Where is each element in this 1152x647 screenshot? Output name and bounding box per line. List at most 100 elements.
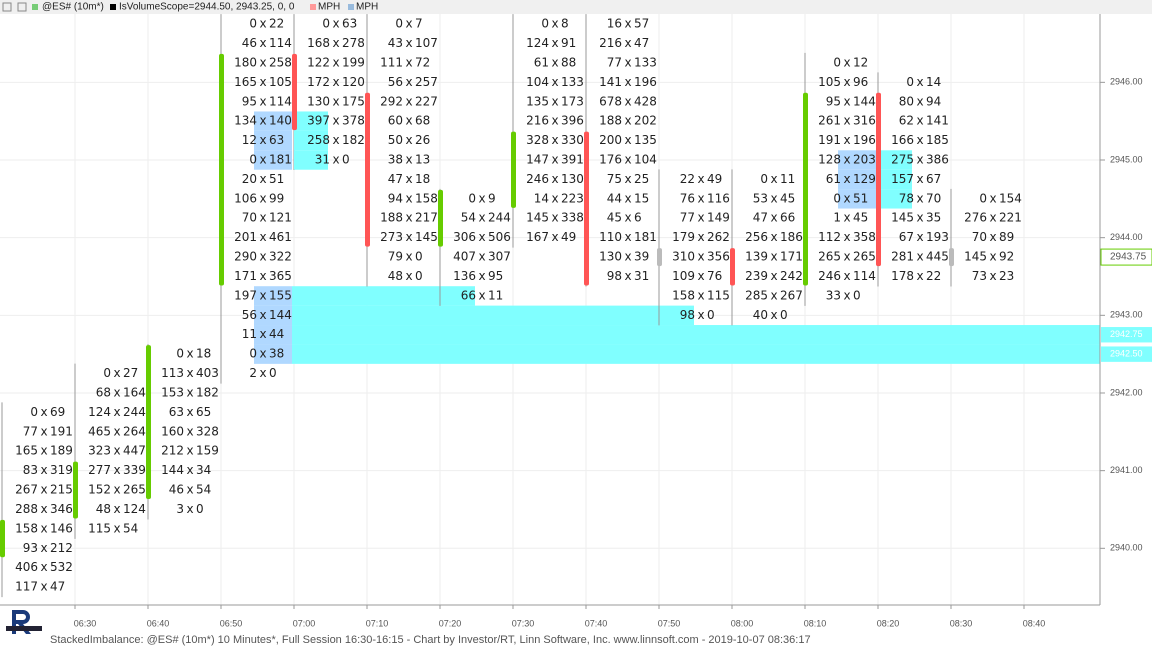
ask-volume: 13 (415, 153, 430, 167)
ask-volume: 212 (50, 541, 73, 555)
ask-volume: 70 (926, 191, 941, 205)
bid-volume: 94 (388, 191, 403, 205)
bid-volume: 124 (88, 405, 111, 419)
ask-volume: 51 (853, 191, 868, 205)
separator: x (332, 36, 339, 50)
bid-volume: 67 (899, 230, 914, 244)
ask-volume: 319 (50, 463, 73, 477)
separator: x (259, 308, 266, 322)
bid-volume: 166 (891, 133, 914, 147)
ask-volume: 175 (342, 94, 365, 108)
ask-volume: 124 (123, 502, 146, 516)
ask-volume: 199 (342, 55, 365, 69)
separator: x (259, 288, 266, 302)
ask-volume: 91 (561, 36, 576, 50)
y-tick-label: 2946.00 (1110, 77, 1143, 87)
ask-volume: 26 (415, 133, 430, 147)
separator: x (478, 211, 485, 225)
ask-volume: 391 (561, 153, 584, 167)
bid-volume: 288 (15, 502, 38, 516)
separator: x (40, 405, 47, 419)
bid-volume: 80 (899, 94, 914, 108)
separator: x (405, 17, 412, 31)
header-icon (17, 2, 27, 12)
bid-volume: 66 (461, 288, 476, 302)
bid-volume: 0 (979, 191, 987, 205)
ask-volume: 120 (342, 75, 365, 89)
ask-volume: 0 (780, 308, 788, 322)
bid-volume: 292 (380, 94, 403, 108)
separator: x (478, 230, 485, 244)
bid-volume: 0 (833, 191, 841, 205)
separator: x (551, 55, 558, 69)
ask-volume: 145 (415, 230, 438, 244)
ask-volume: 45 (780, 191, 795, 205)
ask-volume: 181 (269, 153, 292, 167)
separator: x (697, 230, 704, 244)
bid-volume: 117 (15, 580, 38, 594)
separator: x (551, 153, 558, 167)
bid-volume: 167 (526, 230, 549, 244)
separator: x (989, 269, 996, 283)
ask-volume: 258 (269, 55, 292, 69)
last-price-label: 2943.75 (1110, 252, 1147, 263)
ask-volume: 265 (853, 250, 876, 264)
ask-imbalance (838, 189, 876, 209)
separator: x (989, 191, 996, 205)
separator: x (551, 172, 558, 186)
x-tick-label: 08:30 (950, 618, 973, 628)
bid-imbalance (294, 111, 328, 131)
separator: x (989, 211, 996, 225)
ask-volume: 217 (415, 211, 438, 225)
separator: x (405, 191, 412, 205)
bid-volume: 45 (607, 211, 622, 225)
candle-body (219, 53, 224, 286)
bid-volume: 93 (23, 541, 38, 555)
separator: x (40, 541, 47, 555)
separator: x (259, 230, 266, 244)
ask-volume: 7 (415, 17, 423, 31)
separator: x (259, 366, 266, 380)
ask-volume: 0 (853, 288, 861, 302)
x-tick-label: 06:30 (74, 618, 97, 628)
bid-volume: 54 (461, 211, 476, 225)
bid-volume: 1 (833, 211, 841, 225)
ask-volume: 146 (50, 521, 73, 535)
bid-volume: 61 (534, 55, 549, 69)
separator: x (989, 250, 996, 264)
bid-volume: 0 (176, 347, 184, 361)
x-tick-label: 08:20 (877, 618, 900, 628)
bid-volume: 63 (169, 405, 184, 419)
separator: x (259, 17, 266, 31)
separator: x (405, 211, 412, 225)
ask-volume: 242 (780, 269, 803, 283)
ask-volume: 171 (780, 250, 803, 264)
separator: x (113, 502, 120, 516)
separator: x (405, 269, 412, 283)
separator: x (259, 75, 266, 89)
bid-volume: 50 (388, 133, 403, 147)
separator: x (624, 17, 631, 31)
ask-volume: 38 (269, 347, 284, 361)
ask-volume: 15 (634, 191, 649, 205)
x-tick-label: 06:50 (220, 618, 243, 628)
ask-volume: 316 (853, 114, 876, 128)
bid-volume: 79 (388, 250, 403, 264)
bid-volume: 407 (453, 250, 476, 264)
ask-volume: 278 (342, 36, 365, 50)
ask-volume: 51 (269, 172, 284, 186)
separator: x (332, 55, 339, 69)
separator: x (113, 405, 120, 419)
ask-volume: 130 (561, 172, 584, 186)
bid-volume: 122 (307, 55, 330, 69)
ask-volume: 27 (123, 366, 138, 380)
bid-volume: 153 (161, 385, 184, 399)
ask-volume: 57 (634, 17, 649, 31)
separator: x (186, 385, 193, 399)
y-tick-label: 2943.00 (1110, 310, 1143, 320)
separator: x (624, 172, 631, 186)
ask-volume: 99 (269, 191, 284, 205)
bid-volume: 109 (672, 269, 695, 283)
bid-volume: 22 (680, 172, 695, 186)
